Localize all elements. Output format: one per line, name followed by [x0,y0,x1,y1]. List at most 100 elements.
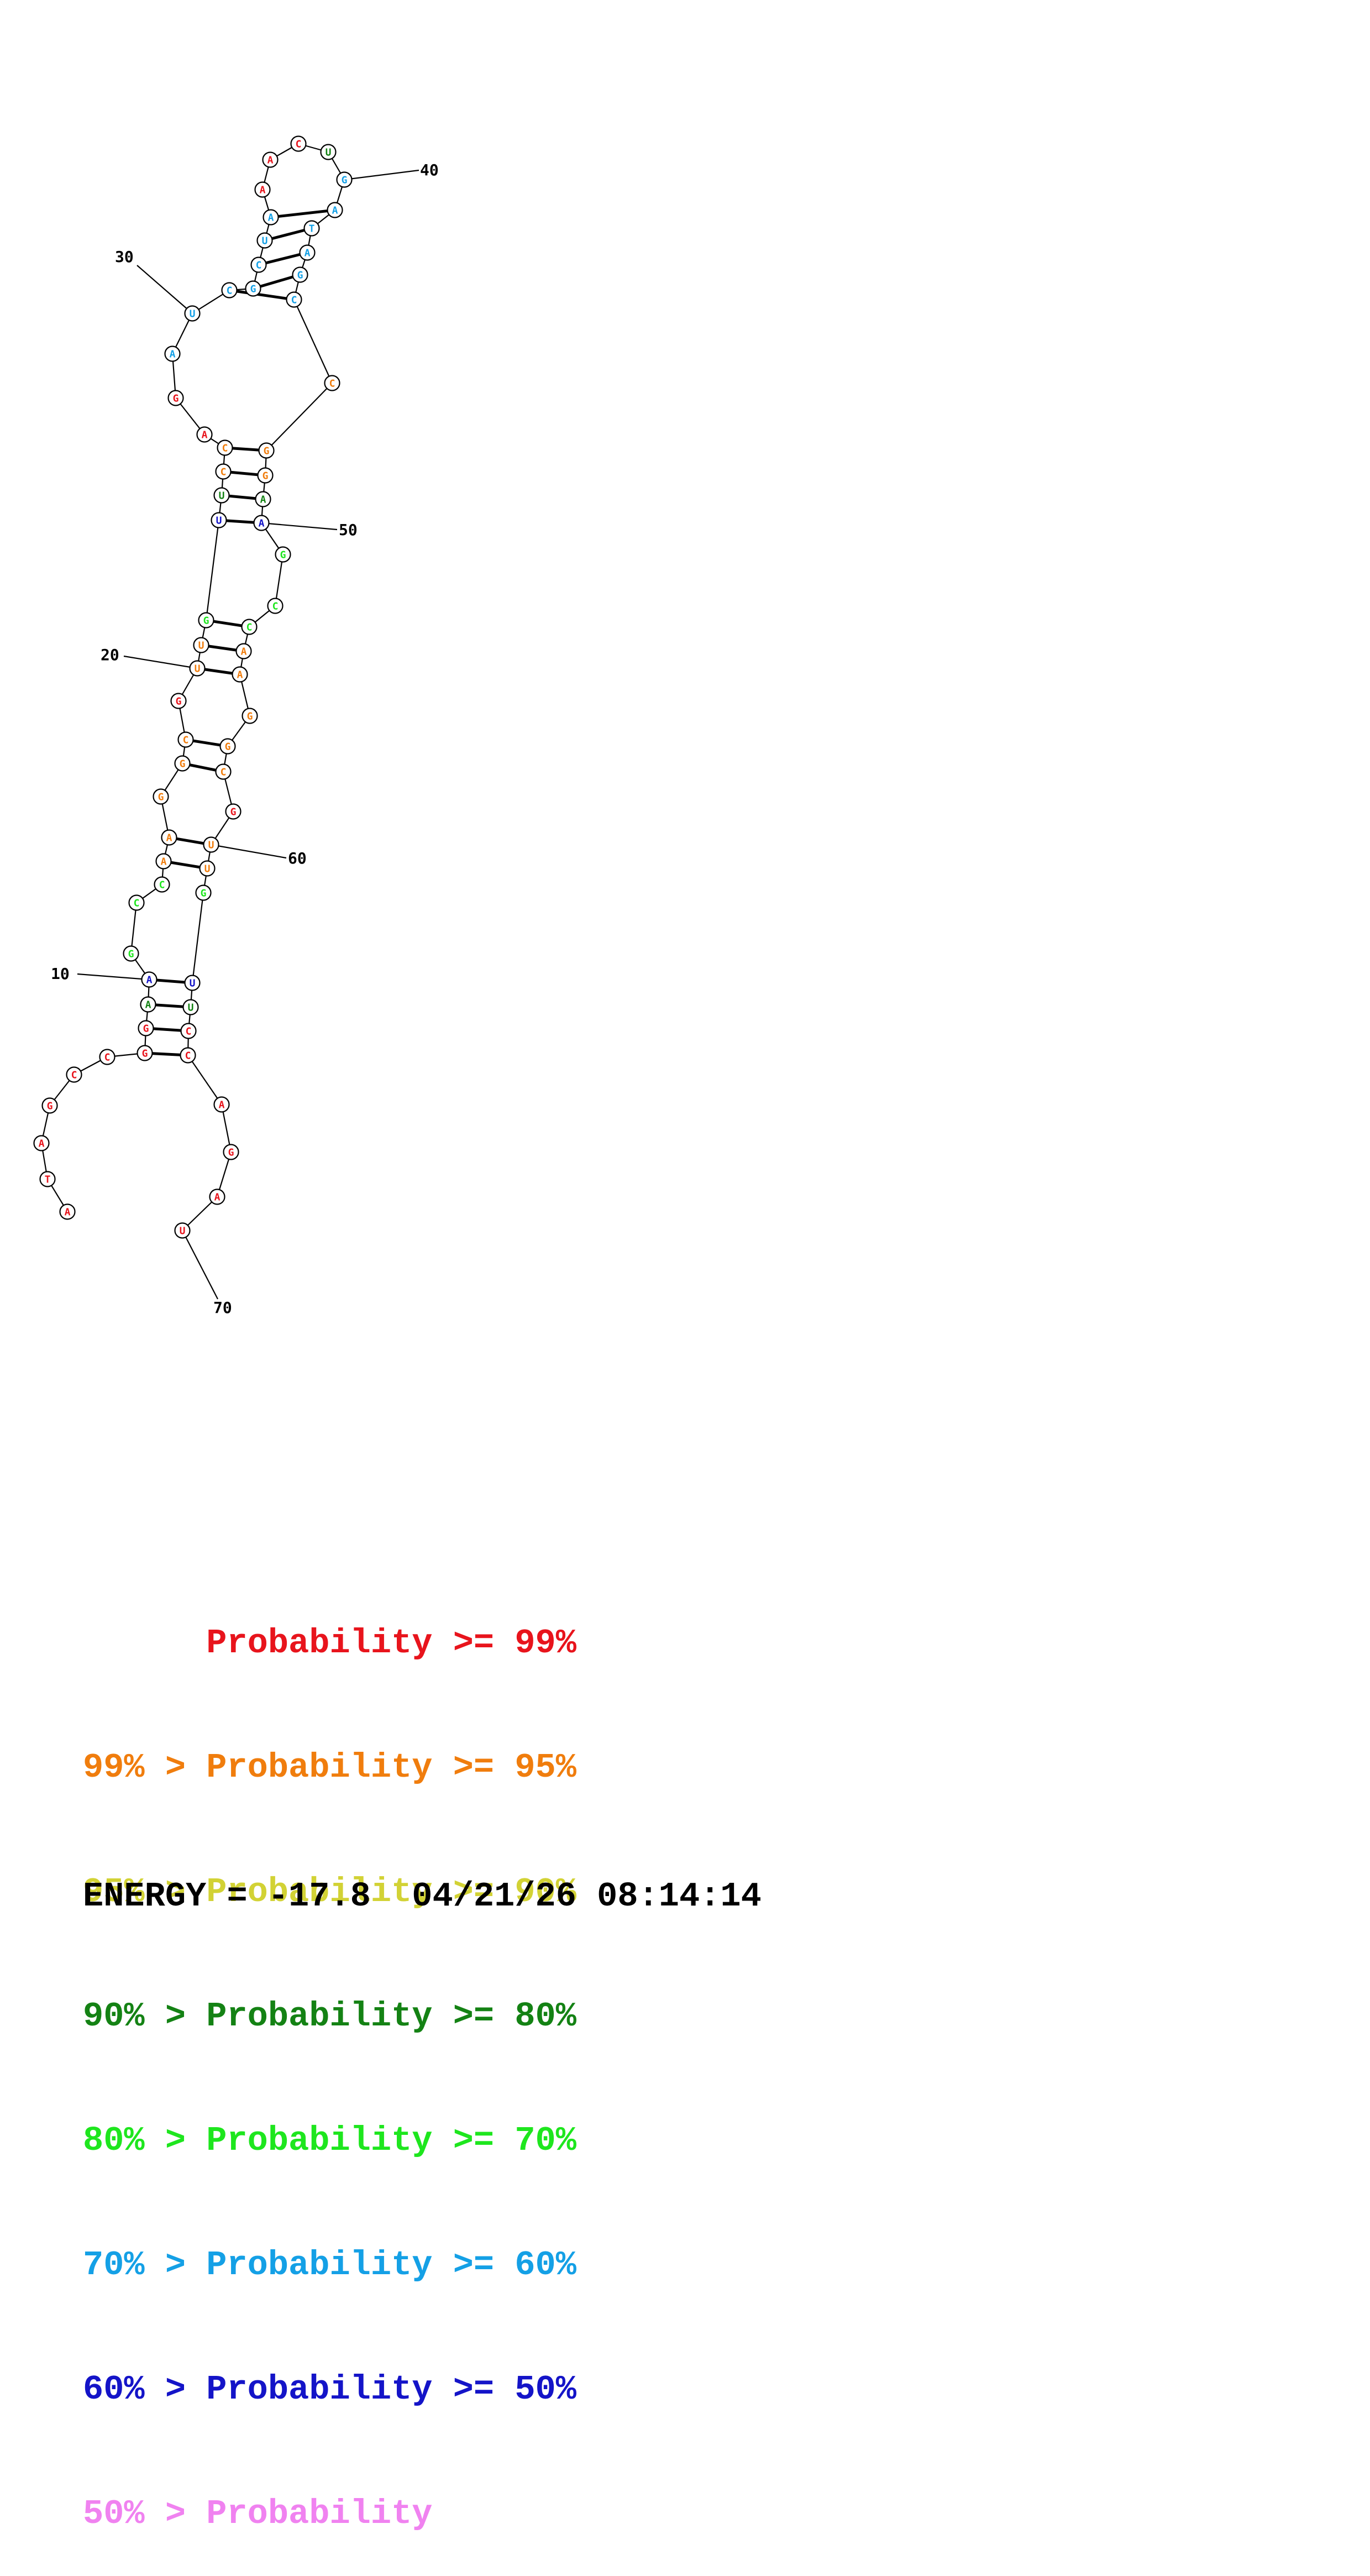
nucleotide-base: G [180,758,186,770]
nucleotide-circle [33,1135,50,1151]
nucleotide-circle [180,1047,196,1064]
legend-p90: 95% > Probability >= 90% [83,1872,576,1912]
nucleotide-base: U [188,1002,194,1014]
nucleotide-base: C [227,285,233,297]
nucleotide-circle [217,439,233,456]
nucleotide-base: U [208,840,214,851]
nucleotide: C [180,1023,197,1039]
nucleotide-circle [303,220,320,237]
nucleotide-base: U [326,147,332,159]
nucleotide-base: G [228,1147,234,1159]
nucleotide: C [180,1047,196,1064]
nucleotide-base: A [332,205,338,217]
nucleotide-circle [39,1171,56,1187]
nucleotide-base: G [342,175,348,186]
nucleotide-base: U [219,490,225,502]
nucleotide-base: U [216,515,222,527]
nucleotide-base: A [260,494,266,506]
nucleotide: G [41,1097,58,1114]
backbone-segment [187,1055,222,1105]
nucleotide-base: T [45,1174,51,1186]
nucleotide-base: A [145,999,151,1011]
nucleotide-circle [336,171,353,188]
nucleotide-base: G [158,792,164,803]
nucleotide-circle [275,546,291,563]
nucleotide-circle [286,291,302,308]
nucleotide-circle [196,426,213,443]
nucleotide-base: A [166,833,172,844]
nucleotide-base: G [225,741,231,753]
nucleotide-circle [170,693,187,709]
nucleotide: A [327,202,343,218]
nucleotide-circle [250,256,267,273]
nucleotide: A [196,426,213,443]
nucleotide-circle [128,894,145,911]
nucleotide-base: C [183,735,189,746]
nucleotide: U [184,975,201,991]
legend-p99: Probability >= 99% [83,1624,576,1663]
tick-line [123,655,198,669]
probability-legend: Probability >= 99% 99% > Probability >= … [83,1540,576,2576]
nucleotide-circle [137,1045,153,1061]
nucleotide-circle [292,266,308,283]
nucleotide-circle [327,202,343,218]
nucleotide-circle [258,442,275,459]
nucleotide-circle [255,491,271,507]
nucleotide-base: G [47,1101,53,1112]
nucleotide-circle [225,803,242,820]
nucleotide-base: C [186,1026,192,1038]
nucleotide-base: U [180,1226,186,1237]
nucleotide-circle [174,1222,191,1239]
nucleotide-base: A [305,248,311,259]
nucleotide-circle [193,637,209,653]
nucleotide: U [211,512,227,528]
nucleotide: C [217,439,233,456]
tick-label: 50 [339,521,358,539]
tick-label: 60 [288,849,307,867]
backbone-segment [205,520,220,621]
nucleotide-base: G [128,949,134,960]
tick-line [211,844,287,859]
backbone-segment [191,892,204,983]
nucleotide: C [324,375,340,391]
legend-p70: 80% > Probability >= 70% [83,2121,576,2160]
nucleotide: A [232,666,248,683]
nucleotide: G [336,171,353,188]
nucleotide-circle [189,660,206,677]
nucleotide-circle [241,619,258,635]
nucleotide-circle [182,999,199,1015]
nucleotide-base: A [260,185,266,196]
nucleotide: C [267,598,284,614]
nucleotide-base: C [291,295,297,306]
nucleotide-circle [263,209,279,226]
nucleotide-base: G [280,549,286,561]
nucleotide: G [123,945,139,962]
nucleotide-base: C [185,1050,191,1062]
nucleotide-base: U [204,863,211,875]
legend-plow: 50% > Probability [83,2494,433,2533]
nucleotide-base: U [262,235,268,247]
nucleotide: G [257,467,274,484]
nucleotide: A [263,209,279,226]
nucleotide-circle [242,708,258,724]
nucleotide-base: A [170,349,176,360]
nucleotide-circle [41,1097,58,1114]
nucleotide-base: A [39,1138,45,1150]
nucleotide-base: A [267,155,274,166]
legend-p60: 70% > Probability >= 60% [83,2245,576,2285]
base-pair-line [270,208,335,219]
tick-label: 20 [101,646,119,664]
nucleotide: U [320,144,337,160]
backbone-segment [221,1104,232,1153]
nucleotide-circle [219,738,236,755]
nucleotide-base: C [104,1052,111,1064]
nucleotide: G [138,1020,154,1036]
nucleotide-circle [123,945,139,962]
backbone-segment [293,299,333,384]
nucleotide: U [189,660,206,677]
nucleotide-base: A [237,669,243,681]
nucleotide-base: C [256,260,262,271]
nucleotide-circle [153,788,169,805]
nucleotide-circle [267,598,284,614]
